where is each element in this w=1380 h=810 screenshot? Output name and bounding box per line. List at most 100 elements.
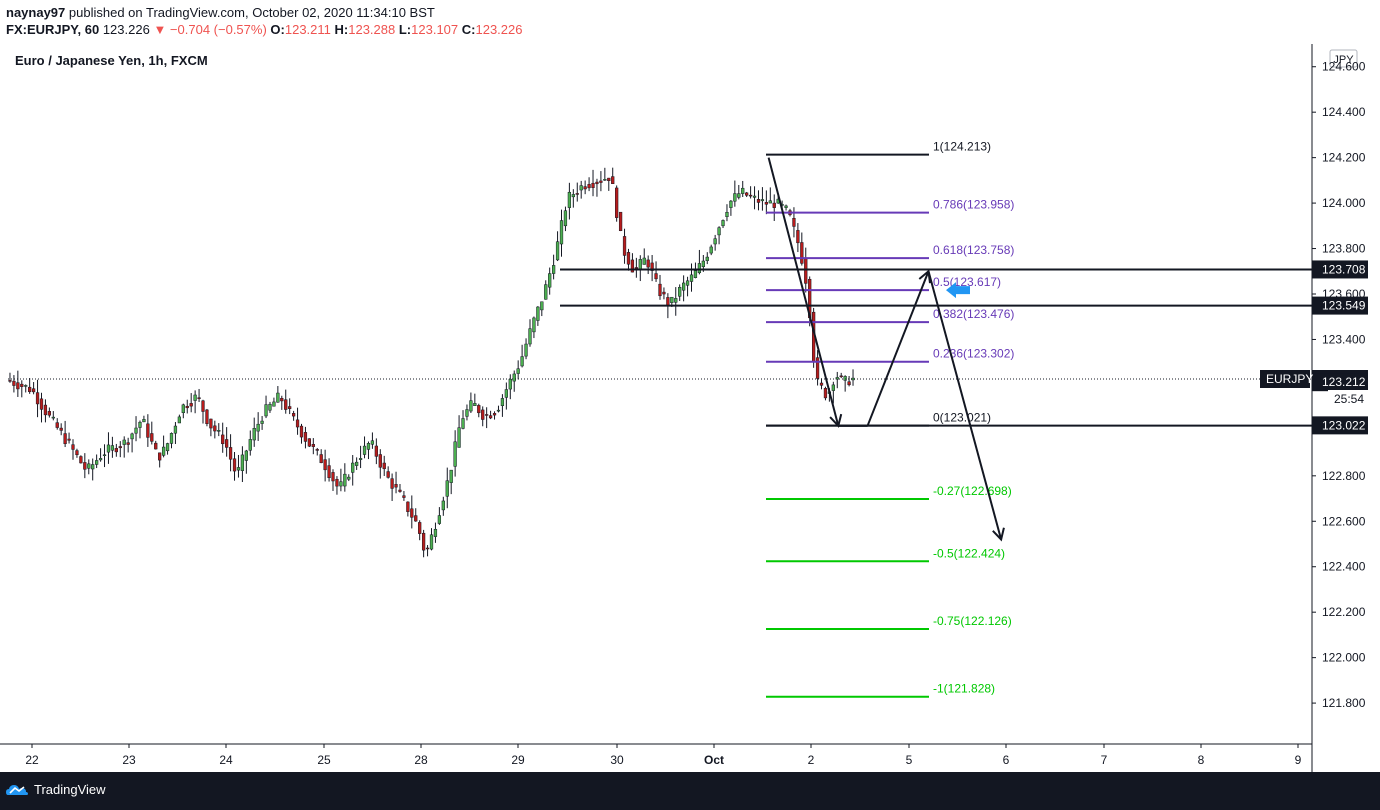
candle-body [311,444,315,447]
candle-body [709,246,713,254]
chart-title: Euro / Japanese Yen, 1h, FXCM [15,53,208,68]
price-tag-label: 123.549 [1322,299,1366,313]
candle-body [205,409,209,424]
candle-body [75,450,79,456]
chart-area[interactable]: Euro / Japanese Yen, 1h, FXCM JPY 124.600 1… [0,44,1380,772]
candle-body [504,389,508,398]
candle-body [358,458,363,460]
y-tick-label: 122.000 [1322,651,1366,665]
candle-body [544,284,548,300]
candle-body [725,211,729,217]
publisher-name[interactable]: naynay97 [6,5,66,20]
candle-body [335,478,339,487]
arrowhead-down-1 [829,413,843,428]
candle-body [31,388,36,393]
x-tick-label: 6 [1003,753,1010,767]
candle-body [398,489,402,492]
low-label: L: [398,22,412,37]
candle-body [386,471,390,478]
candle-body [528,328,532,345]
candle-body [181,404,185,414]
candle-body [362,445,367,455]
candle-body [366,443,371,450]
candle-body [823,388,828,399]
currency-badge [1329,49,1358,68]
candle-body [445,480,449,497]
x-tick-label: 2 [808,753,815,767]
fib-level-label: 0.786(123.958) [933,198,1014,212]
publish-header: naynay97 published on TradingView.com, O… [0,0,1380,44]
candle-body [67,438,71,441]
candle-body [650,262,654,271]
symbol-tag [1260,370,1310,388]
candle-body [169,433,174,444]
candle-body [370,440,375,445]
candle-body [232,458,237,472]
candle-body [847,381,851,386]
x-tick-label: 25 [317,753,331,767]
candle-body [402,495,406,498]
candle-body [496,409,501,412]
candle-body [95,460,99,465]
high-label: H: [334,22,349,37]
candle-body [425,547,430,550]
candle-body [260,420,264,424]
fib-level-label: -1(121.828) [933,682,995,696]
tradingview-logo[interactable]: TradingView [6,782,106,797]
candle-body [796,230,800,244]
candle-body [603,179,607,181]
last-price: 123.226 [102,22,150,37]
symbol-tag-label: EURJPY [1266,372,1313,386]
arrowhead-down-2 [992,527,1005,542]
candle-body [441,500,445,511]
candle-body [193,394,197,401]
candle-body [618,211,623,232]
candle-body [154,442,158,450]
candle-body [138,421,142,428]
candle-body [800,242,804,264]
candle-body [469,400,473,412]
price-tag [1312,416,1368,435]
candle-body [390,478,394,489]
candle-body [843,376,847,381]
published-text: published on TradingView.com, October 02… [68,5,435,20]
candle-body [347,476,351,480]
candle-body [59,427,63,431]
x-tick-label: 23 [122,753,136,767]
y-tick-label: 124.200 [1322,151,1366,165]
price-tag-label: 123.708 [1322,262,1366,276]
currency-badge-label: JPY [1333,54,1354,66]
candle-body [768,200,772,204]
candle-body [374,445,378,457]
y-tick-label: 121.800 [1322,696,1366,710]
symbol-label: FX:EURJPY, 60 [6,22,100,37]
y-tick-label: 122.200 [1322,605,1366,619]
x-tick-label: 7 [1101,753,1108,767]
candle-body [43,404,48,416]
footer-bar: TradingView [0,772,1380,810]
candle-body [551,265,556,274]
fib-level-label: 0.5(123.617) [933,275,1001,289]
candle-body [685,280,690,286]
price-tag [1312,296,1368,315]
candle-body [394,484,398,488]
candle-body [406,501,410,512]
candle-body [339,481,343,487]
candle-body [126,442,130,445]
candle-body [256,423,260,432]
candle-body [418,522,422,534]
candle-body [319,454,323,464]
candle-body [630,259,635,273]
candle-body [276,392,280,403]
candle-body [150,433,154,442]
candle-body [705,256,709,261]
candle-body [421,532,426,551]
candle-body [355,461,359,466]
candle-body [130,433,134,440]
candle-body [20,383,24,387]
candle-body [819,382,824,386]
x-tick-label: Oct [704,753,724,767]
fib-level-label: -0.27(122.698) [933,484,1012,498]
candle-body [575,193,579,195]
